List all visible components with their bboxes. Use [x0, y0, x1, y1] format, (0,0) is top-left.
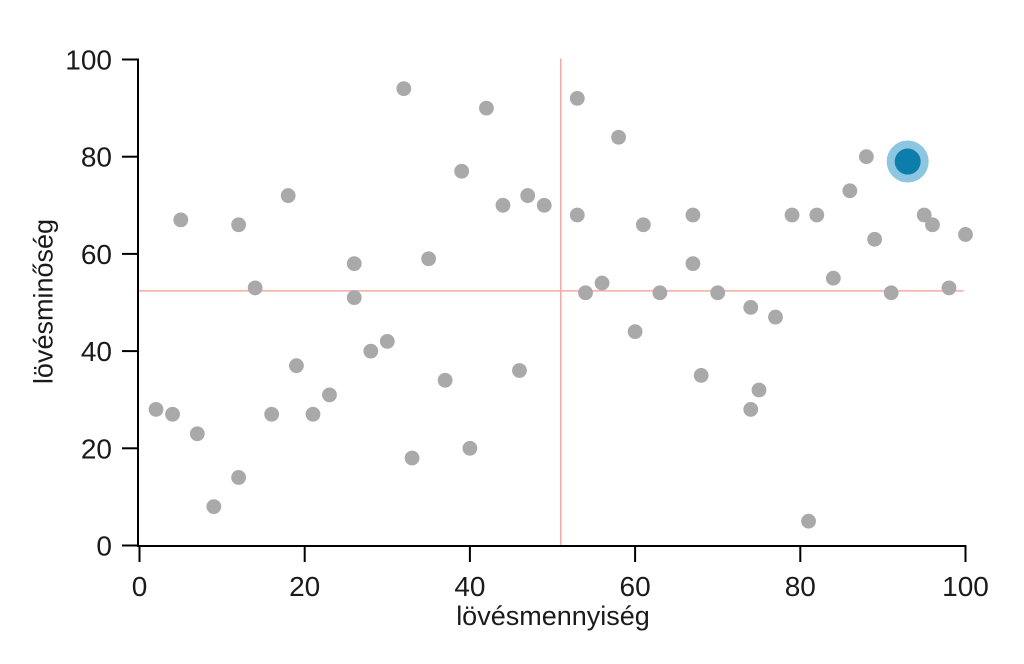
data-point[interactable]: [867, 231, 883, 247]
data-point[interactable]: [346, 290, 362, 306]
data-point[interactable]: [916, 207, 932, 223]
data-point[interactable]: [784, 207, 800, 223]
x-tick-label: 40: [454, 571, 485, 602]
data-point[interactable]: [231, 470, 247, 485]
data-point[interactable]: [495, 197, 511, 213]
data-point[interactable]: [743, 402, 759, 417]
data-point[interactable]: [693, 368, 709, 383]
data-point[interactable]: [479, 100, 494, 116]
data-point[interactable]: [512, 363, 527, 378]
data-point[interactable]: [363, 343, 379, 359]
data-point[interactable]: [569, 207, 585, 223]
y-tick-label: 100: [65, 45, 112, 76]
data-point[interactable]: [247, 280, 263, 296]
x-tick-label: 0: [132, 571, 148, 602]
data-point[interactable]: [264, 406, 280, 422]
data-point[interactable]: [396, 81, 412, 97]
data-point[interactable]: [958, 227, 973, 242]
y-tick-label: 80: [81, 142, 112, 173]
data-point[interactable]: [743, 299, 759, 315]
data-point[interactable]: [710, 285, 726, 301]
y-tick-label: 20: [81, 433, 112, 464]
data-point[interactable]: [569, 90, 585, 106]
x-axis-title: lövésmennyiség: [456, 601, 650, 631]
data-point[interactable]: [825, 270, 841, 286]
data-point[interactable]: [685, 256, 701, 272]
data-point[interactable]: [635, 217, 651, 233]
data-point[interactable]: [858, 149, 874, 165]
data-point[interactable]: [768, 309, 783, 325]
y-tick-label: 40: [81, 336, 112, 367]
y-tick-label: 60: [81, 239, 112, 270]
data-point[interactable]: [454, 163, 470, 179]
y-axis-title: lövésminőség: [28, 218, 59, 385]
highlighted-point[interactable]: [894, 148, 921, 175]
data-point[interactable]: [404, 450, 420, 466]
data-point[interactable]: [421, 251, 436, 267]
data-point[interactable]: [280, 188, 296, 203]
x-tick-label: 20: [289, 571, 320, 602]
data-point[interactable]: [627, 324, 643, 340]
data-point[interactable]: [189, 426, 205, 442]
data-point[interactable]: [801, 513, 816, 529]
data-point[interactable]: [322, 387, 337, 403]
data-point[interactable]: [206, 499, 222, 515]
data-point[interactable]: [925, 217, 940, 233]
data-point[interactable]: [165, 406, 180, 422]
data-point[interactable]: [842, 183, 858, 199]
data-point[interactable]: [611, 129, 626, 145]
data-point[interactable]: [173, 212, 189, 228]
x-tick-label: 60: [620, 571, 651, 602]
data-point[interactable]: [941, 280, 957, 296]
data-point[interactable]: [685, 207, 701, 223]
data-point[interactable]: [883, 285, 899, 301]
data-point[interactable]: [379, 333, 395, 349]
data-point[interactable]: [346, 256, 362, 272]
x-tick-label: 80: [785, 571, 816, 602]
data-point[interactable]: [536, 197, 552, 213]
data-point[interactable]: [652, 285, 668, 301]
data-point[interactable]: [289, 358, 304, 374]
data-point[interactable]: [751, 382, 767, 398]
data-point[interactable]: [305, 406, 321, 422]
y-tick-label: 0: [96, 531, 112, 562]
data-point[interactable]: [578, 285, 593, 301]
data-point[interactable]: [809, 207, 825, 223]
data-point[interactable]: [437, 372, 453, 388]
data-point[interactable]: [148, 402, 164, 417]
data-point[interactable]: [231, 217, 247, 233]
data-point[interactable]: [462, 440, 478, 456]
x-tick-label: 100: [942, 571, 989, 602]
data-point[interactable]: [594, 275, 610, 291]
data-point[interactable]: [520, 188, 536, 203]
